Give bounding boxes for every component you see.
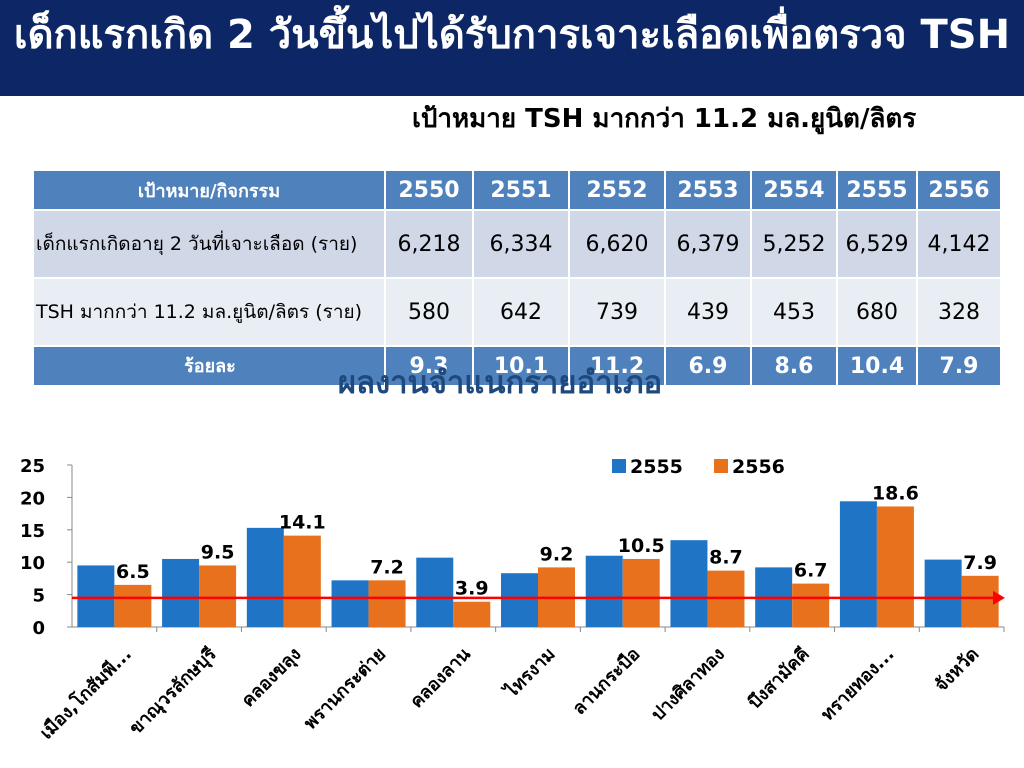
table-cell: 6,620 [568,209,666,279]
category-label: ไทรงาม [499,643,559,703]
y-tick-label: 25 [20,456,45,477]
bar-chart: 0 5 10 15 20 25 6.5 เมือง,โกสัมพี... 9.5 ขาณุวรลั… [20,456,1005,744]
stats-table: เป้าหมาย/กิจกรรม 2550 2551 2552 2553 255… [32,169,1002,387]
bar-2556 [961,575,999,627]
bar-2555 [585,555,623,627]
header-year: 2550 [384,169,474,211]
table-cell: 11.2 [568,345,666,387]
table-row: เด็กแรกเกิดอายุ 2 วันที่เจาะเลือด (ราย) … [32,209,1002,279]
category-label: ทรายทอง... [817,644,898,725]
table-cell: 6,529 [836,209,918,279]
table-cell: 6,218 [384,209,474,279]
header-year: 2554 [750,169,838,211]
table-cell: 8.6 [750,345,838,387]
category-label: พรานกระต่าย [300,644,390,734]
category-label: ปางศิลาทอง [647,644,729,726]
table-cell: 580 [384,277,474,347]
table-cell: 6,379 [664,209,752,279]
row-label: ร้อยละ [32,345,386,387]
table-cell: 5,252 [750,209,838,279]
target-text: เป้าหมาย TSH มากกว่า 11.2 มล.ยูนิต/ลิตร [412,104,917,134]
bar-2556 [199,565,237,627]
table-row: TSH มากกว่า 11.2 มล.ยูนิต/ลิตร (ราย) 580… [32,277,1002,347]
data-label: 8.7 [709,547,743,569]
data-label: 7.2 [370,556,404,578]
table-header-row: เป้าหมาย/กิจกรรม 2550 2551 2552 2553 255… [32,169,1002,211]
header-year: 2552 [568,169,666,211]
table-cell: 10.1 [472,345,570,387]
bar-2556 [114,584,152,627]
bar-2555 [331,580,369,627]
table-cell: 739 [568,277,666,347]
category-label: ลานกระบือ [569,644,645,720]
table-cell: 680 [836,277,918,347]
category-label: จังหวัด [931,644,983,696]
table-cell: 9.3 [384,345,474,387]
bar-2555 [416,557,454,627]
bar-2555 [77,565,115,627]
bar-2556 [368,580,406,627]
row-label: TSH มากกว่า 11.2 มล.ยูนิต/ลิตร (ราย) [32,277,386,347]
header-year: 2551 [472,169,570,211]
table-cell: 328 [916,277,1002,347]
data-label: 3.9 [455,578,489,600]
bar-2555 [670,540,708,627]
category-label: ขาณุวรลักษบุรี [125,643,221,739]
legend-label: 2556 [732,456,785,478]
target-line-arrowhead [993,590,1005,605]
percent-row: ร้อยละ 9.3 10.1 11.2 6.9 8.6 10.4 7.9 [32,345,1002,387]
bar-2556 [622,558,660,627]
table-cell: 453 [750,277,838,347]
header-year: 2555 [836,169,918,211]
y-tick-label: 15 [20,521,45,542]
table-cell: 642 [472,277,570,347]
bar-2556 [876,506,914,627]
table-cell: 6.9 [664,345,752,387]
header-year: 2556 [916,169,1002,211]
bar-2555 [839,501,877,627]
category-label: คลองขลุง [238,644,306,712]
bar-2556 [792,583,830,627]
title-bar: เด็กแรกเกิด 2 วันขึ้นไปได้รับการเจาะเลือ… [0,0,1024,96]
bar-2556 [453,601,491,627]
table-cell: 4,142 [916,209,1002,279]
legend-label: 2555 [630,456,683,478]
y-tick-label: 10 [20,553,45,574]
data-label: 6.5 [116,561,150,583]
data-label: 10.5 [618,535,665,557]
bar-2555 [924,559,962,627]
bar-2555 [501,573,538,627]
chart-title: ผลงานจำแนกรายอำเภอ [337,365,663,401]
data-label: 6.7 [794,560,828,582]
data-label: 18.6 [872,482,919,504]
header-activity: เป้าหมาย/กิจกรรม [32,169,386,211]
data-label: 9.2 [540,543,574,565]
category-label: เมือง,โกสัมพี... [35,643,136,744]
category-label: บึงสามัคคี [744,644,813,713]
bar-2555 [246,527,284,627]
legend-swatch-2556 [714,459,728,473]
table-cell: 6,334 [472,209,570,279]
header-year: 2553 [664,169,752,211]
slide-title: เด็กแรกเกิด 2 วันขึ้นไปได้รับการเจาะเลือ… [13,12,1011,58]
bar-2556 [283,535,321,627]
table-cell: 439 [664,277,752,347]
y-tick-label: 20 [20,488,45,509]
table-cell: 10.4 [836,345,918,387]
category-label: คลองลาน [406,643,475,712]
y-tick-label: 5 [32,586,45,607]
table-cell: 7.9 [916,345,1002,387]
row-label: เด็กแรกเกิดอายุ 2 วันที่เจาะเลือด (ราย) [32,209,386,279]
data-label: 7.9 [963,552,997,574]
data-label: 14.1 [279,512,326,534]
data-label: 9.5 [201,541,235,563]
legend-swatch-2555 [612,459,626,473]
bar-2555 [162,558,200,627]
y-tick-label: 0 [32,618,45,639]
